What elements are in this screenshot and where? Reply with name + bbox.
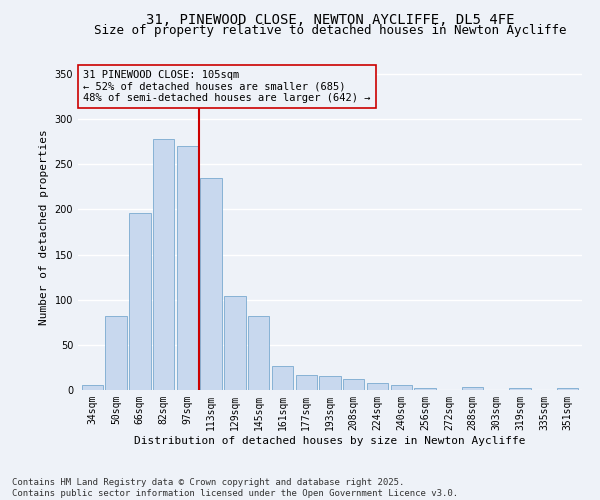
Bar xyxy=(509,388,531,390)
Text: Size of property relative to detached houses in Newton Aycliffe: Size of property relative to detached ho… xyxy=(94,24,566,37)
Bar xyxy=(129,213,151,390)
Bar xyxy=(415,388,436,390)
Bar xyxy=(391,386,412,390)
X-axis label: Distribution of detached houses by size in Newton Aycliffe: Distribution of detached houses by size … xyxy=(134,436,526,446)
Bar xyxy=(296,374,317,390)
Bar xyxy=(367,383,388,390)
Bar xyxy=(153,139,174,390)
Bar xyxy=(462,388,484,390)
Bar xyxy=(106,316,127,390)
Text: 31 PINEWOOD CLOSE: 105sqm
← 52% of detached houses are smaller (685)
48% of semi: 31 PINEWOOD CLOSE: 105sqm ← 52% of detac… xyxy=(83,70,371,103)
Bar xyxy=(82,386,103,390)
Bar xyxy=(248,316,269,390)
Text: Contains HM Land Registry data © Crown copyright and database right 2025.
Contai: Contains HM Land Registry data © Crown c… xyxy=(12,478,458,498)
Bar xyxy=(176,146,198,390)
Bar xyxy=(200,178,222,390)
Bar xyxy=(224,296,245,390)
Text: 31, PINEWOOD CLOSE, NEWTON AYCLIFFE, DL5 4FE: 31, PINEWOOD CLOSE, NEWTON AYCLIFFE, DL5… xyxy=(146,12,514,26)
Bar xyxy=(343,379,364,390)
Bar xyxy=(557,388,578,390)
Bar xyxy=(272,366,293,390)
Bar xyxy=(319,376,341,390)
Y-axis label: Number of detached properties: Number of detached properties xyxy=(39,130,49,326)
